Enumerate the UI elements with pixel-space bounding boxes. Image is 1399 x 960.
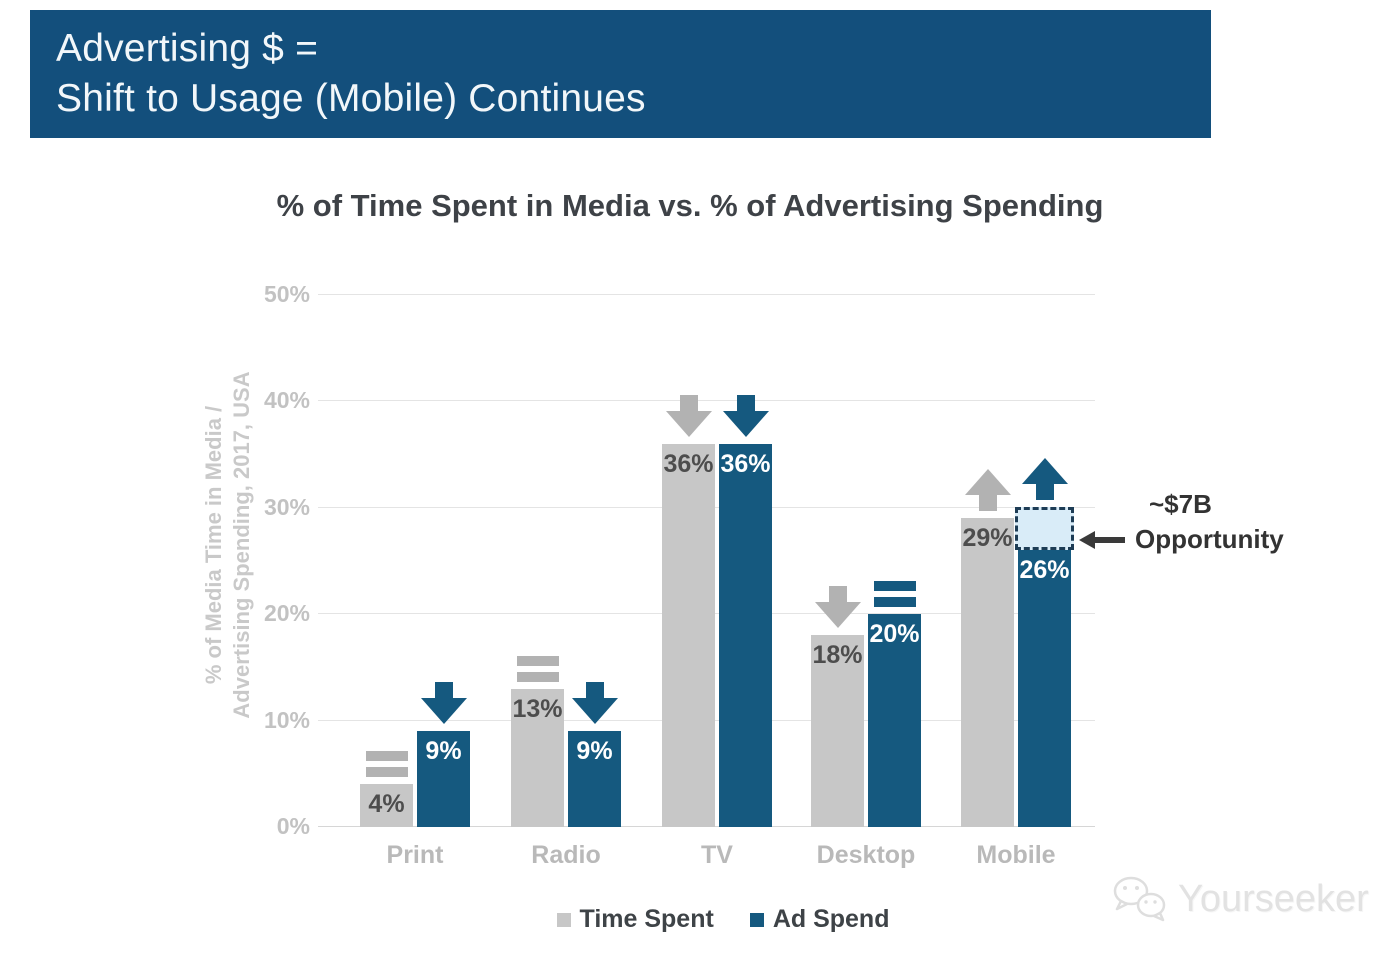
legend-label: Time Spent [579,905,714,933]
slide-title-banner: Advertising $ = Shift to Usage (Mobile) … [30,10,1211,138]
category-label-desktop: Desktop [816,841,916,869]
equals-icon [365,751,408,777]
category-label-mobile: Mobile [976,841,1056,869]
down-arrow-icon [814,586,861,628]
bar-group-radio: 13% 9% [511,656,621,827]
bar-value-label: 29% [962,524,1013,552]
y-axis-tick-label: 50% [263,281,310,307]
bar-group-desktop: 18% 20% [811,581,921,827]
bar-value-label: 18% [812,641,863,669]
y-axis-tick-label: 20% [263,600,310,627]
slide-title-line2: Shift to Usage (Mobile) Continues [56,77,646,120]
bar-desktop-ad-spend: 20% [868,614,921,827]
legend-label: Ad Spend [772,905,890,933]
equals-icon [516,656,559,682]
bar-radio-ad-spend: 9% [568,731,621,827]
watermark-text: Yourseeker [1178,877,1369,920]
bar-desktop-time-spent: 18% [811,635,864,827]
gridline-40% [318,400,1095,402]
annotation-label: Opportunity [1135,524,1284,554]
bar-mobile-time-spent: 29% [961,518,1014,827]
y-axis-tick-label: 10% [263,706,310,733]
bar-value-label: 13% [512,695,563,723]
bar-group-mobile: 29% 26% [961,458,1074,827]
bar-value-label: 26% [1019,556,1070,584]
y-axis-tick-label: 30% [263,493,310,520]
chart-title: % of Time Spent in Media vs. % of Advert… [276,188,1104,223]
bar-value-label: 36% [720,450,771,478]
equals-icon [873,581,916,607]
bar-column-mobile-ad-spend: 26% [1015,458,1074,827]
bar-column-print-time-spent: 4% [360,751,413,827]
up-arrow-icon [964,469,1011,511]
y-axis-tick-label: 40% [263,387,310,414]
bar-radio-time-spent: 13% [511,689,564,827]
down-arrow-icon [665,395,712,437]
up-arrow-icon [1021,458,1068,500]
opportunity-annotation: ~$7B Opportunity [1079,489,1284,555]
bar-column-tv-time-spent: 36% [662,395,715,827]
left-arrow-icon [1079,530,1125,549]
bar-column-desktop-time-spent: 18% [811,586,864,827]
watermark: Yourseeker [1110,874,1369,924]
down-arrow-icon [722,395,769,437]
down-arrow-icon [571,682,618,724]
slide-title-line1: Advertising $ = [56,27,319,70]
bar-tv-ad-spend: 36% [719,444,772,827]
bar-value-label: 36% [663,450,714,478]
bar-column-print-ad-spend: 9% [417,682,470,827]
bar-print-ad-spend: 9% [417,731,470,827]
bar-value-label: 4% [368,790,405,818]
category-label-radio: Radio [531,841,601,869]
bar-group-tv: 36% 36% [662,395,772,827]
chart-legend: Time Spent Ad Spend [320,905,1126,934]
legend-item-time-spent: Time Spent [556,905,714,934]
category-label-print: Print [386,841,444,869]
legend-swatch [556,912,571,927]
bar-column-desktop-ad-spend: 20% [868,581,921,827]
bar-column-mobile-time-spent: 29% [961,469,1014,827]
bar-column-radio-time-spent: 13% [511,656,564,827]
bar-print-time-spent: 4% [360,784,413,827]
bar-column-tv-ad-spend: 36% [719,395,772,827]
bar-group-print: 4% 9% [360,682,470,827]
wechat-icon [1113,876,1166,922]
bar-value-label: 9% [425,737,462,765]
category-label-tv: TV [701,841,733,869]
bar-mobile-ad-spend: 26% [1018,550,1071,827]
legend-swatch [749,912,764,927]
down-arrow-icon [420,682,467,724]
bar-column-radio-ad-spend: 9% [568,682,621,827]
opportunity-box [1015,507,1074,550]
annotation-title: ~$7B [1149,489,1212,519]
bar-tv-time-spent: 36% [662,444,715,827]
legend-item-ad-spend: Ad Spend [749,905,890,934]
bar-value-label: 9% [576,737,613,765]
y-axis-tick-label: 0% [276,813,310,839]
gridline-50% [318,294,1095,295]
bar-value-label: 20% [869,620,920,648]
